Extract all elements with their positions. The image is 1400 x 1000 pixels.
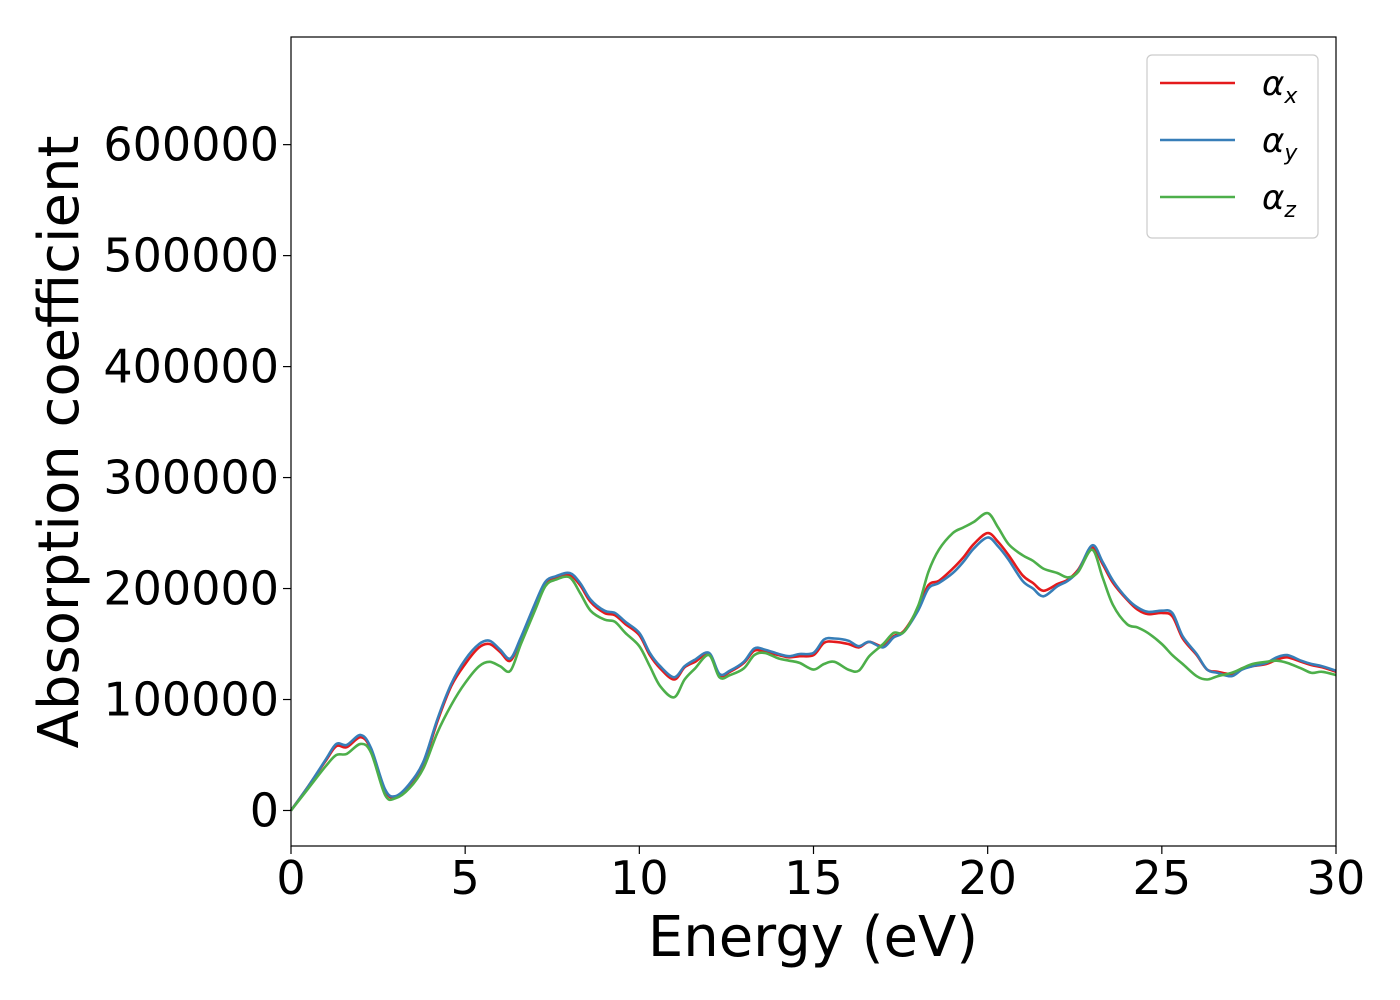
tick-layer: 0 5 10 15 20 25 30 0 100000 200000 300000 400000 500… [103, 118, 1365, 905]
y-tick-label: 200000 [103, 562, 279, 616]
x-tick-label: 30 [1307, 851, 1366, 905]
x-tick-label: 25 [1133, 851, 1192, 905]
x-tick-label: 0 [276, 851, 305, 905]
legend-label-z: αz [1262, 178, 1296, 223]
x-axis-title: Energy (eV) [648, 905, 978, 970]
y-axis-title: Absorption coefficient [27, 136, 92, 749]
legend-label-y: αy [1262, 121, 1298, 166]
x-tick-label: 10 [610, 851, 669, 905]
series-line-z [289, 511, 1337, 812]
y-tick-label: 100000 [103, 673, 279, 727]
y-tick-label: 400000 [103, 340, 279, 394]
y-tick-label: 500000 [103, 229, 279, 283]
x-tick-label: 15 [784, 851, 843, 905]
series-line-x [289, 531, 1337, 812]
legend-label-base: α [1262, 178, 1284, 218]
legend-label-base: α [1262, 121, 1284, 161]
legend-label-sub: x [1283, 84, 1298, 109]
y-tick-label: 0 [250, 783, 279, 837]
legend-label-sub: y [1283, 141, 1298, 166]
series-layer [289, 511, 1337, 812]
legend-label-base: α [1262, 64, 1284, 104]
y-tick-label: 600000 [103, 118, 279, 172]
legend-label-sub: z [1283, 198, 1296, 223]
x-tick-label: 20 [958, 851, 1017, 905]
legend-box [1146, 54, 1319, 239]
y-tick-label: 300000 [103, 451, 279, 505]
legend-label-x: αx [1262, 64, 1298, 109]
series-line-y [289, 536, 1337, 812]
x-tick-label: 5 [451, 851, 480, 905]
